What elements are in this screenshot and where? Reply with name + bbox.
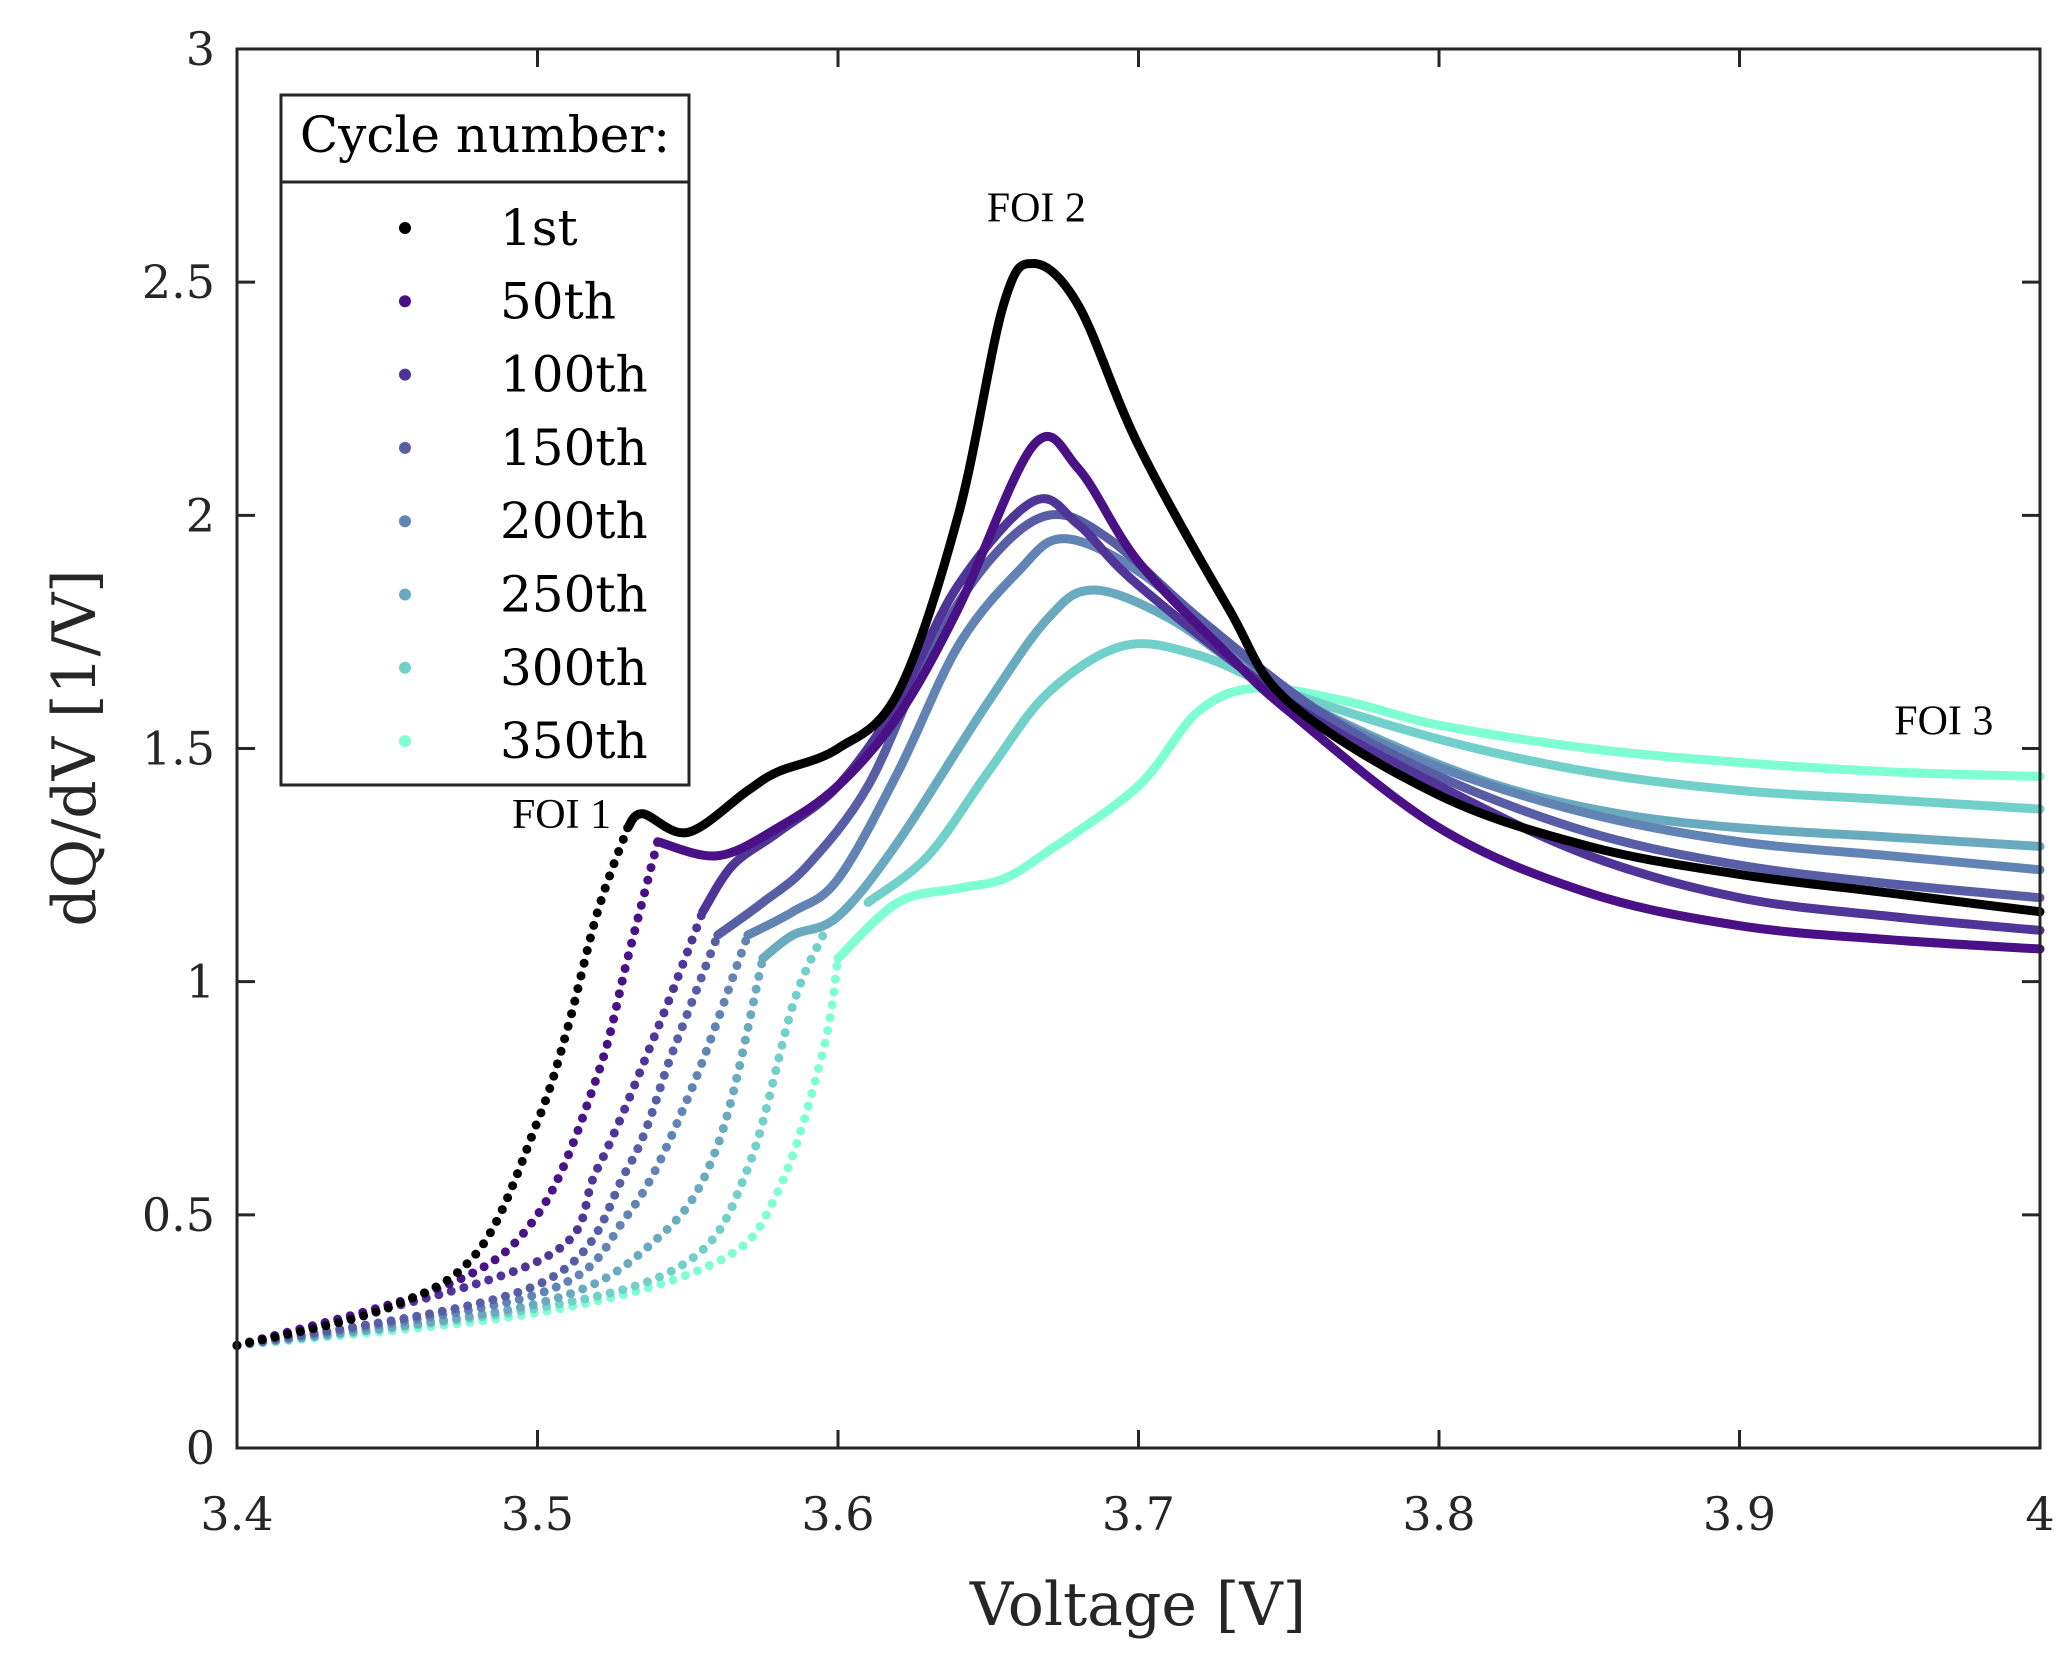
x-tick-label: 3.5 (501, 1487, 574, 1541)
legend-label: 300th (500, 639, 648, 697)
legend-label: 350th (500, 712, 648, 770)
series-dots-100th (232, 907, 708, 1350)
legend-marker (399, 661, 411, 674)
y-tick-label: 1.5 (142, 722, 215, 776)
legend-label: 250th (500, 566, 648, 624)
series-line-50th (653, 431, 2045, 954)
legend-marker (399, 222, 411, 234)
legend-item: 200th (399, 492, 648, 550)
x-tick-label: 3.4 (200, 1487, 273, 1541)
legend: Cycle number: 1st 50th 100th 150th 200th 250t… (279, 93, 691, 787)
series-curves (232, 259, 2045, 1350)
x-tick-label: 4 (2025, 1487, 2054, 1541)
series-dots-50th (232, 837, 663, 1350)
x-tick-label: 3.8 (1402, 1487, 1475, 1541)
annotation-label: FOI 3 (1894, 699, 1993, 745)
x-tick-label: 3.6 (801, 1487, 874, 1541)
legend-item: 50th (399, 272, 616, 330)
legend-marker (399, 588, 411, 601)
legend-label: 1st (500, 199, 578, 257)
legend-box (279, 93, 691, 787)
series-dots-150th (232, 930, 723, 1350)
y-tick-label: 1 (186, 955, 215, 1009)
series-dots-200th (232, 930, 753, 1350)
legend-label: 150th (500, 419, 648, 477)
annotations: FOI 1 FOI 2 FOI 3 (512, 186, 1993, 838)
legend-marker (399, 441, 411, 454)
legend-title: Cycle number: (300, 106, 670, 164)
legend-label: 100th (500, 346, 648, 404)
y-tick-label: 2 (186, 488, 215, 542)
x-axis-label: Voltage [V] (969, 1570, 1306, 1640)
x-tick-label: 3.9 (1703, 1487, 1776, 1541)
y-axis-label: dQ/dV [1/V] (40, 569, 110, 926)
legend-item: 250th (399, 566, 648, 624)
y-tick-label: 0.5 (142, 1188, 215, 1242)
series-1st (232, 259, 2045, 1350)
legend-marker (399, 368, 411, 381)
y-tick-label: 0 (186, 1421, 215, 1475)
annotation-label: FOI 2 (987, 186, 1086, 232)
annotation-label: FOI 1 (512, 792, 611, 838)
legend-item: 350th (399, 712, 648, 770)
y-tick-label: 3 (186, 22, 215, 76)
legend-item: 300th (399, 639, 648, 697)
legend-marker (399, 515, 411, 528)
x-tick-label: 3.7 (1102, 1487, 1175, 1541)
legend-item: 150th (399, 419, 648, 477)
series-dots-1st (232, 823, 633, 1350)
y-tick-label: 2.5 (142, 255, 215, 309)
legend-item: 100th (399, 346, 648, 404)
legend-marker (399, 295, 411, 308)
series-line-1st (623, 259, 2045, 917)
legend-label: 200th (500, 492, 648, 550)
legend-label: 50th (500, 272, 616, 330)
legend-marker (399, 735, 411, 748)
series-50th (232, 431, 2045, 1350)
series-dots-350th (232, 953, 843, 1350)
legend-item: 1st (399, 199, 578, 257)
axis-ticks: 3.4 3.5 3.6 3.7 3.8 3.9 4 0 0.5 1 1.5 2 2.5 3 (142, 22, 2055, 1541)
